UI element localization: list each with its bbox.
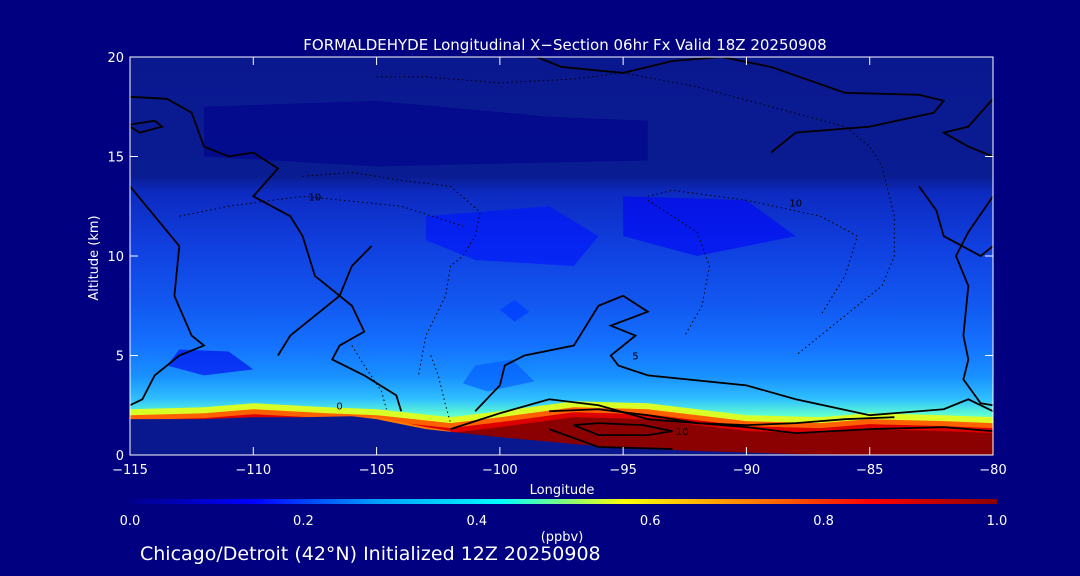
contour-line (130, 185, 206, 407)
y-tick-label: 10 (107, 250, 124, 265)
contour-line-dashed (647, 199, 710, 336)
colorbar-tick-label: 0.4 (466, 514, 487, 529)
y-tick-label: 0 (116, 449, 124, 464)
surface-layer (130, 401, 993, 455)
contour-line (474, 294, 993, 417)
contour-labels: 10 10 10 5 0 (309, 192, 803, 438)
low-pocket-region (462, 359, 535, 392)
y-tick-label: 20 (107, 51, 124, 66)
x-tick-label: −90 (733, 463, 760, 478)
contour-label: 10 (309, 192, 322, 203)
contour-line (130, 95, 403, 412)
contour-label: 10 (789, 198, 802, 209)
contour-line (549, 408, 895, 427)
footer-caption: Chicago/Detroit (42°N) Initialized 12Z 2… (140, 543, 601, 565)
y-tick-label: 15 (107, 151, 124, 166)
contour-line (918, 185, 993, 258)
colorbar-tick-label: 0.6 (640, 514, 661, 529)
x-tick-label: −110 (235, 463, 271, 478)
x-tick-label: −105 (359, 463, 395, 478)
y-axis: 0 5 10 15 20 (107, 51, 993, 464)
x-tick-label: −85 (856, 463, 883, 478)
mid-plume-region (623, 196, 796, 256)
terrain (130, 416, 993, 455)
colorbar-tick-label: 0.2 (293, 514, 314, 529)
upper-low-region (203, 100, 648, 167)
small-pocket-region (499, 299, 530, 322)
colorbar-tick-label: 1.0 (987, 514, 1008, 529)
mid-plume-region (425, 206, 599, 266)
y-axis-label: Altitude (km) (87, 215, 102, 300)
contour-line (548, 428, 673, 450)
contour-line (277, 245, 373, 356)
contour-line-dashed (302, 171, 481, 376)
x-axis-label: Longitude (530, 483, 595, 498)
contour-line (941, 98, 993, 158)
x-tick-label: −80 (979, 463, 1006, 478)
chart-title: FORMALDEHYDE Longitudinal X−Section 06hr… (303, 36, 826, 54)
contour-label: 10 (676, 427, 689, 438)
colorbar-unit-label: (ppbv) (541, 530, 584, 545)
contour-lines (130, 57, 993, 450)
x-tick-label: −95 (609, 463, 636, 478)
y-tick-label: 5 (116, 350, 124, 365)
concentration-blobs (166, 100, 796, 392)
contour-line (536, 57, 722, 74)
x-tick-label: −115 (112, 463, 148, 478)
contour-line (573, 422, 673, 436)
x-axis: −115 −110 −105 −100 −95 −90 −85 −80 (112, 57, 1007, 478)
contour-line-dashed (430, 355, 452, 424)
contour-line (721, 57, 946, 154)
x-tick-label: −100 (482, 463, 518, 478)
contour-line (955, 195, 993, 407)
colorbar-tick-label: 0.0 (120, 514, 141, 529)
contour-label: 5 (632, 352, 638, 363)
contour-label: 0 (336, 401, 342, 412)
colorbar-strip (130, 499, 997, 504)
contour-line (130, 119, 164, 134)
colorbar-tick-label: 0.8 (813, 514, 834, 529)
colorbar: 0.0 0.2 0.4 0.6 0.8 1.0 (120, 499, 1008, 529)
low-pocket-region (166, 349, 254, 376)
contour-line-dashed (647, 189, 858, 316)
plot-area: 10 10 10 5 0 (130, 57, 993, 455)
contour-line-dashed (351, 345, 387, 410)
